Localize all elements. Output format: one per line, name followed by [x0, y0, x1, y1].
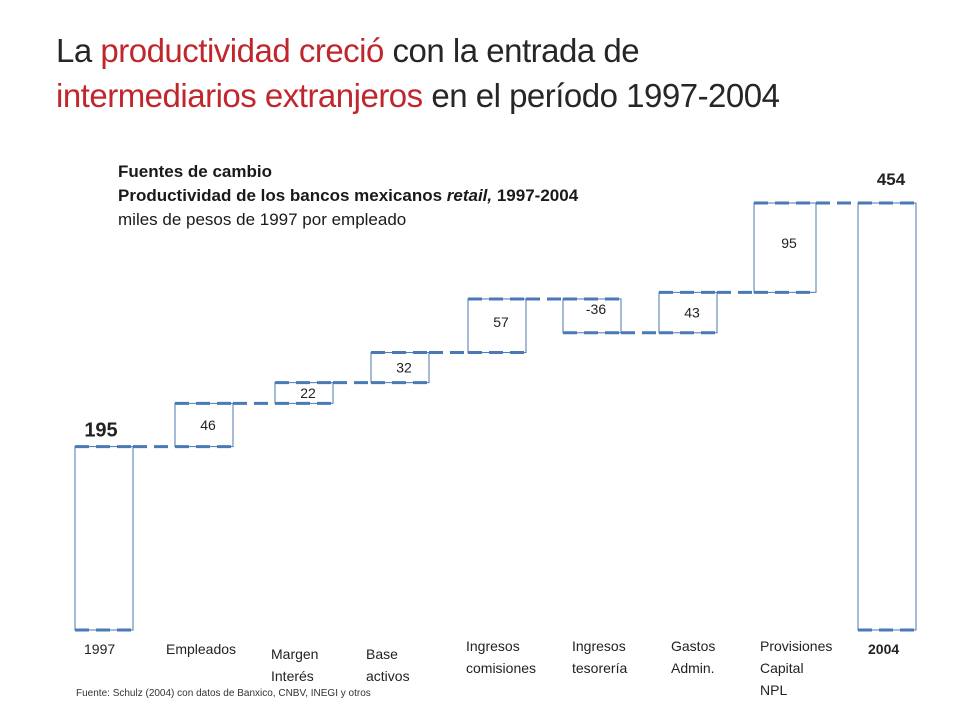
x-tick-label-line: Capital: [760, 660, 804, 676]
title-highlight: intermediarios extranjeros: [56, 77, 423, 114]
x-tick-label-line: 1997: [84, 641, 115, 657]
x-tick-label: Margen Interés: [271, 646, 318, 684]
x-tick-label-line: NPL: [760, 682, 787, 698]
title-text: con la entrada de: [383, 32, 640, 69]
x-tick-label: Gastos Admin.: [671, 638, 715, 676]
x-tick-label-line: Empleados: [166, 641, 236, 657]
waterfall-bar: [174, 402, 234, 448]
x-tick-label-line: activos: [366, 668, 410, 684]
x-tick-label-line: 2004: [868, 641, 899, 657]
title-highlight: productividad creció: [100, 32, 384, 69]
x-tick-label-line: Base: [366, 646, 398, 662]
title-text: en el período 1997-2004: [422, 77, 780, 114]
x-tick-label: Base activos: [366, 646, 410, 684]
x-tick-label-line: Margen: [271, 646, 318, 662]
x-tick-label: Ingresos comisiones: [466, 638, 536, 676]
x-tick-label-line: Gastos: [671, 638, 715, 654]
chart-heading: Fuentes de cambio Productividad de los b…: [118, 160, 758, 232]
chart-subtitle-line2: Productividad de los bancos mexicanos re…: [118, 186, 579, 205]
chart-subtitle-line1: Fuentes de cambio: [118, 162, 272, 181]
waterfall-bar: [467, 298, 527, 354]
page-title: La productividad creció con la entrada d…: [56, 28, 936, 118]
x-tick-label-line: Provisiones: [760, 638, 832, 654]
data-label: 95: [781, 235, 797, 251]
data-label: -36: [586, 301, 606, 317]
x-tick-label-line: Interés: [271, 668, 314, 684]
x-tick-label-line: comisiones: [466, 660, 536, 676]
x-tick-label: Provisiones Capital NPL: [760, 638, 832, 698]
x-tick-label-line: Admin.: [671, 660, 715, 676]
data-label: 57: [493, 314, 509, 330]
x-tick-label: 1997: [84, 641, 115, 657]
x-tick-label: Ingresos tesorería: [572, 638, 627, 676]
data-label: 22: [300, 385, 316, 401]
chart-subtitle-line3: miles de pesos de 1997 por empleado: [118, 210, 407, 229]
source-footnote: Fuente: Schulz (2004) con datos de Banxi…: [76, 688, 371, 699]
x-tick-label: 2004: [868, 641, 899, 657]
title-text: La: [56, 32, 101, 69]
data-label: 195: [84, 420, 117, 442]
x-tick-label-line: tesorería: [572, 660, 627, 676]
waterfall-bar: [658, 291, 718, 334]
waterfall-bar: [74, 446, 134, 631]
data-label: 454: [877, 170, 906, 189]
waterfall-bar: [857, 202, 917, 631]
x-tick-label-line: Ingresos: [466, 638, 520, 654]
x-tick-label: Empleados: [166, 641, 236, 657]
x-tick-label-line: Ingresos: [572, 638, 626, 654]
data-label: 43: [684, 305, 700, 321]
data-label: 32: [396, 360, 412, 376]
data-label: 46: [200, 417, 216, 433]
